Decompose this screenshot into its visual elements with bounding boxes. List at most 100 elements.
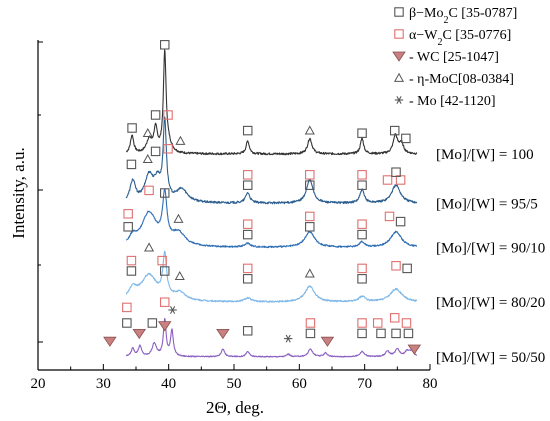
series-label: [Mo]/[W] = 95/5 [436, 196, 538, 212]
phase-marker [122, 302, 132, 313]
phase-marker [163, 110, 173, 120]
phase-marker [103, 336, 117, 347]
phase-marker [382, 175, 393, 185]
phase-marker [407, 344, 422, 355]
phase-marker [142, 127, 153, 138]
legend-item: - WC [25-1047] [392, 50, 499, 65]
phase-marker [395, 216, 406, 227]
phase-marker [144, 185, 154, 196]
legend-label-subscript: 2 [437, 37, 442, 48]
series-layer [125, 49, 418, 358]
series-label: [Mo]/[W] = 80/20 [436, 295, 545, 311]
phase-marker [123, 222, 133, 232]
phase-marker [159, 297, 170, 307]
phase-marker [157, 255, 167, 266]
legend-marker [394, 7, 404, 17]
phase-marker [357, 128, 367, 138]
series-line [125, 49, 418, 156]
legend-marker [394, 96, 404, 104]
phase-marker [391, 328, 401, 339]
phase-marker [132, 329, 147, 340]
phase-marker [122, 318, 132, 328]
legend: β−Mo2C [35-0787]α−W2C [35-0776]- WC [25-… [392, 6, 517, 109]
phase-marker [242, 219, 253, 229]
phase-marker [150, 110, 161, 120]
phase-marker [391, 261, 401, 271]
axes-layer: 20 30 40 50 60 70 80 [31, 40, 438, 392]
legend-label-phase: - Mo [42-1120] [409, 94, 496, 109]
phase-marker [357, 180, 367, 190]
series-label: [Mo]/[W] = 100 [436, 147, 534, 163]
x-tick-label: 80 [423, 376, 438, 392]
legend-item: - η-MoC[08-0384] [393, 72, 514, 87]
legend-label-phase: β−Mo [409, 6, 443, 21]
phase-marker [150, 146, 161, 157]
legend-label: β−Mo2C [35-0787] [409, 6, 517, 26]
legend-label-phase: - WC [25-1047] [409, 50, 499, 65]
series-line [125, 188, 418, 249]
phase-marker [147, 318, 158, 328]
phase-marker [159, 266, 170, 276]
y-axis-title: Intensity, a.u. [9, 147, 28, 238]
legend-item: β−Mo2C [35-0787] [394, 6, 517, 26]
legend-marker [392, 51, 406, 62]
legend-label: - Mo [42-1120] [409, 94, 496, 109]
phase-marker [402, 263, 412, 274]
x-tick-label: 30 [96, 376, 111, 392]
phase-marker [242, 170, 253, 180]
legend-label-phase: α−W [409, 28, 438, 43]
phase-marker [357, 229, 367, 240]
phase-marker [173, 213, 184, 223]
phase-marker [305, 222, 315, 232]
phase-marker [305, 211, 315, 222]
x-axis-title: 2Θ, deg. [206, 398, 264, 417]
x-tick-label: 40 [161, 376, 176, 392]
phase-marker [175, 135, 186, 145]
phase-marker [304, 268, 315, 278]
phase-marker [126, 266, 137, 276]
phase-marker [357, 328, 367, 339]
phase-marker [159, 40, 170, 50]
phase-marker [157, 321, 172, 332]
series-line [125, 116, 418, 205]
phase-marker [216, 329, 230, 340]
phase-marker [357, 219, 367, 229]
phase-marker [242, 326, 253, 336]
phase-marker [372, 318, 383, 328]
phase-marker [159, 188, 170, 198]
phase-marker [142, 153, 153, 164]
phase-marker [242, 180, 253, 190]
phase-marker [403, 328, 414, 339]
phase-marker [304, 125, 315, 135]
phase-marker [357, 274, 367, 284]
phase-marker [242, 229, 253, 240]
x-tick-label: 20 [31, 376, 46, 392]
legend-marker [394, 29, 404, 39]
phase-marker [123, 209, 133, 219]
phase-marker [395, 175, 406, 185]
phase-marker [174, 270, 185, 281]
phase-marker [391, 167, 401, 177]
phase-marker [384, 211, 395, 222]
series-label: [Mo]/[W] = 50/50 [436, 350, 545, 366]
phase-marker [305, 170, 315, 180]
x-tick-label: 50 [227, 376, 242, 392]
legend-item: - Mo [42-1120] [394, 94, 496, 109]
legend-label-reference: C [35-0787] [448, 6, 517, 21]
phase-marker [305, 328, 316, 339]
legend-label-reference: C [35-0776] [442, 28, 511, 43]
series-line [125, 250, 418, 303]
legend-label: - WC [25-1047] [409, 50, 499, 65]
phase-marker [389, 125, 400, 136]
phase-marker [242, 263, 253, 274]
phase-marker [320, 336, 335, 347]
x-tick-label: 70 [357, 376, 372, 392]
phase-marker [401, 133, 411, 144]
series-label-layer: [Mo]/[W] = 100 [Mo]/[W] = 95/5 [Mo]/[W] = … [436, 147, 545, 366]
phase-marker [305, 318, 316, 328]
legend-label: - η-MoC[08-0384] [409, 72, 514, 87]
phase-marker [284, 334, 293, 343]
phase-marker [376, 328, 386, 339]
phase-marker [127, 123, 137, 133]
legend-label-subscript: 2 [443, 15, 448, 26]
